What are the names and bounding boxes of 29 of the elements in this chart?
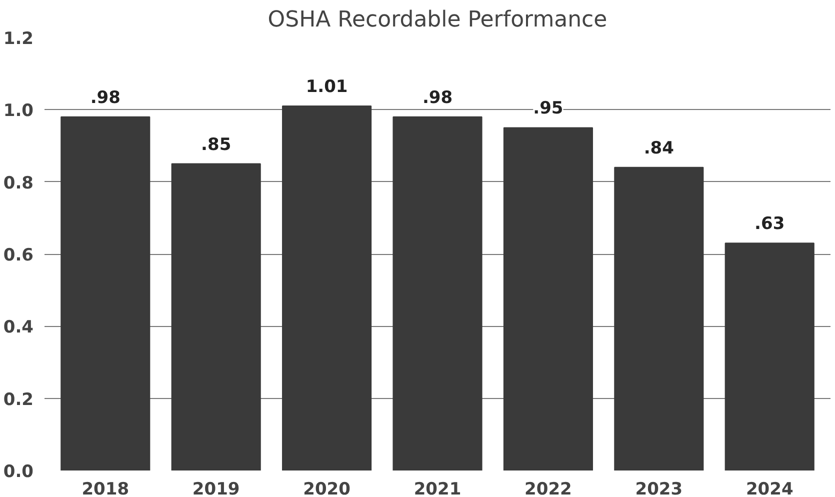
bar — [724, 242, 814, 470]
x-tick-label: 2021 — [414, 480, 462, 497]
data-label: .85 — [201, 134, 232, 155]
data-label: 1.01 — [306, 77, 348, 98]
bar — [503, 127, 593, 470]
chart-title: OSHA Recordable Performance — [268, 8, 608, 32]
x-tick-label: 2019 — [192, 480, 240, 497]
x-tick-label: 2024 — [746, 480, 794, 497]
data-label: .98 — [90, 88, 120, 108]
data-label: .95 — [533, 98, 564, 119]
y-tick-label: 1.2 — [3, 29, 34, 49]
bar — [614, 166, 704, 470]
data-label: .98 — [422, 88, 453, 108]
x-tick-label: 2023 — [635, 480, 683, 497]
y-tick-label: 0.4 — [3, 318, 34, 338]
y-tick-label: 0.6 — [3, 246, 34, 266]
y-tick-label: 1.0 — [3, 101, 34, 122]
y-tick-label: 0.2 — [3, 390, 34, 410]
x-tick-label: 2022 — [524, 480, 572, 497]
x-tick-label: 2020 — [303, 480, 351, 497]
y-tick-label: 0.0 — [3, 462, 34, 482]
y-tick-label: 0.8 — [3, 173, 34, 194]
data-label: .63 — [754, 214, 785, 234]
bar — [60, 116, 150, 470]
bar — [282, 106, 372, 470]
bar — [392, 116, 482, 470]
x-tick-label: 2018 — [82, 480, 130, 497]
data-label: .84 — [644, 138, 674, 158]
bar — [171, 163, 261, 470]
